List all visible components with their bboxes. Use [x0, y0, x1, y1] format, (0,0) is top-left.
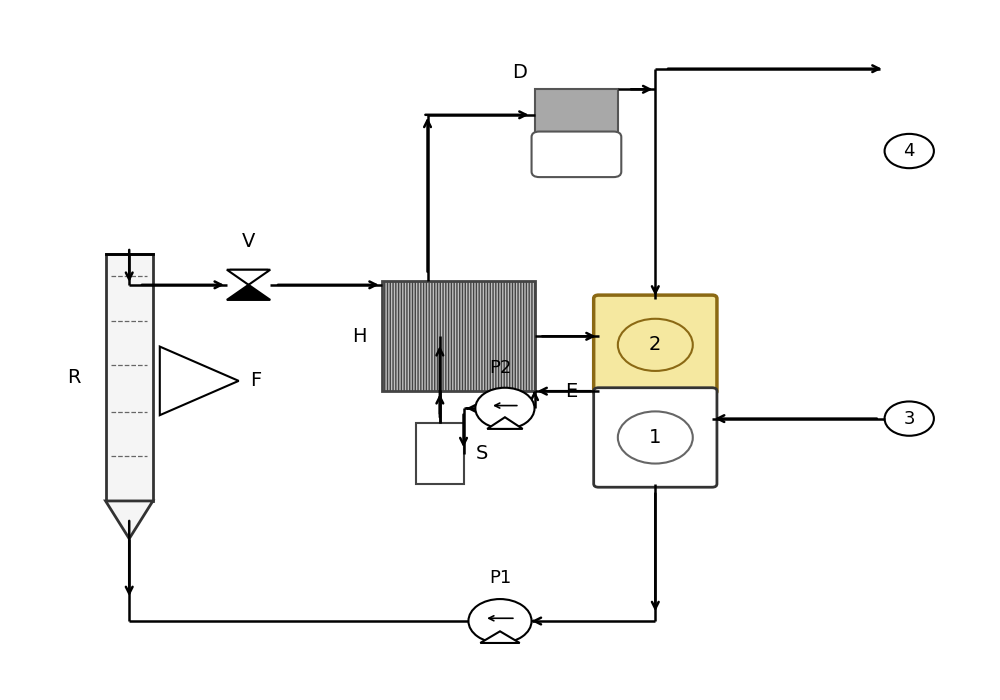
Polygon shape [106, 501, 153, 539]
Polygon shape [227, 285, 270, 300]
Text: H: H [352, 327, 367, 346]
Polygon shape [480, 631, 520, 643]
FancyBboxPatch shape [532, 132, 621, 177]
Bar [106, 254, 153, 501]
Text: E: E [565, 382, 577, 400]
Text: 1: 1 [649, 428, 662, 447]
Bar [416, 424, 464, 484]
Text: 2: 2 [649, 335, 662, 354]
Text: V: V [242, 232, 255, 251]
Bar [382, 281, 535, 391]
Text: S: S [475, 444, 488, 463]
Polygon shape [160, 346, 239, 415]
Circle shape [475, 388, 535, 429]
Text: R: R [67, 368, 81, 387]
Text: 3: 3 [903, 410, 915, 428]
Text: F: F [251, 372, 262, 391]
Bar [535, 90, 618, 140]
Text: D: D [512, 64, 527, 83]
Circle shape [468, 599, 532, 643]
Text: P2: P2 [489, 359, 511, 377]
Text: 4: 4 [903, 142, 915, 160]
Polygon shape [227, 270, 270, 285]
FancyBboxPatch shape [594, 295, 717, 395]
Polygon shape [487, 417, 523, 429]
FancyBboxPatch shape [594, 388, 717, 487]
Text: P1: P1 [489, 568, 511, 587]
